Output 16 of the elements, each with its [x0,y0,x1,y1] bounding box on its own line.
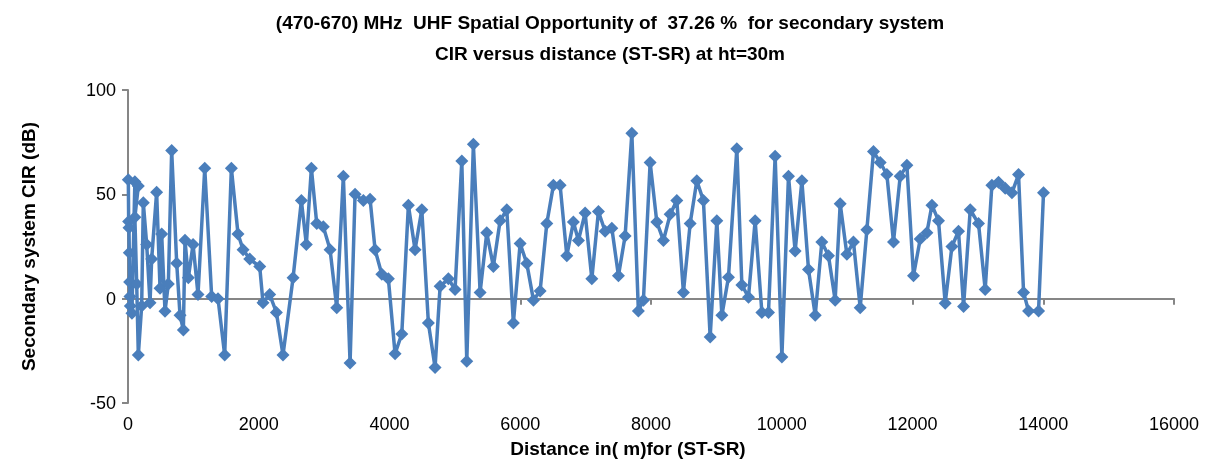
x-tick-label: 16000 [1148,414,1200,434]
x-tick-label: 6000 [500,414,541,434]
y-tick-label: 50 [95,184,116,205]
x-axis-title: Distance in( m)for (ST-SR) [510,438,746,459]
chart-title: (470-670) MHz UHF Spatial Opportunity of 37.26 % for secondary system CIR versus distance (ST-SR) at ht=30m [275,12,945,64]
y-tick-label: 0 [105,288,116,309]
y-tick-label: 100 [85,80,116,100]
x-tick-label: 14000 [1018,414,1069,434]
y-tick-label: -50 [89,393,116,413]
y-axis-title: Secondary system CIR (dB) [18,121,39,372]
x-tick-label: 10000 [756,414,807,434]
x-tick-label: 0 [122,414,134,434]
x-tick-label: 4000 [369,414,410,434]
x-tick-label: 12000 [887,414,938,434]
x-tick-label: 2000 [238,414,279,434]
x-tick-label: 8000 [630,414,672,434]
